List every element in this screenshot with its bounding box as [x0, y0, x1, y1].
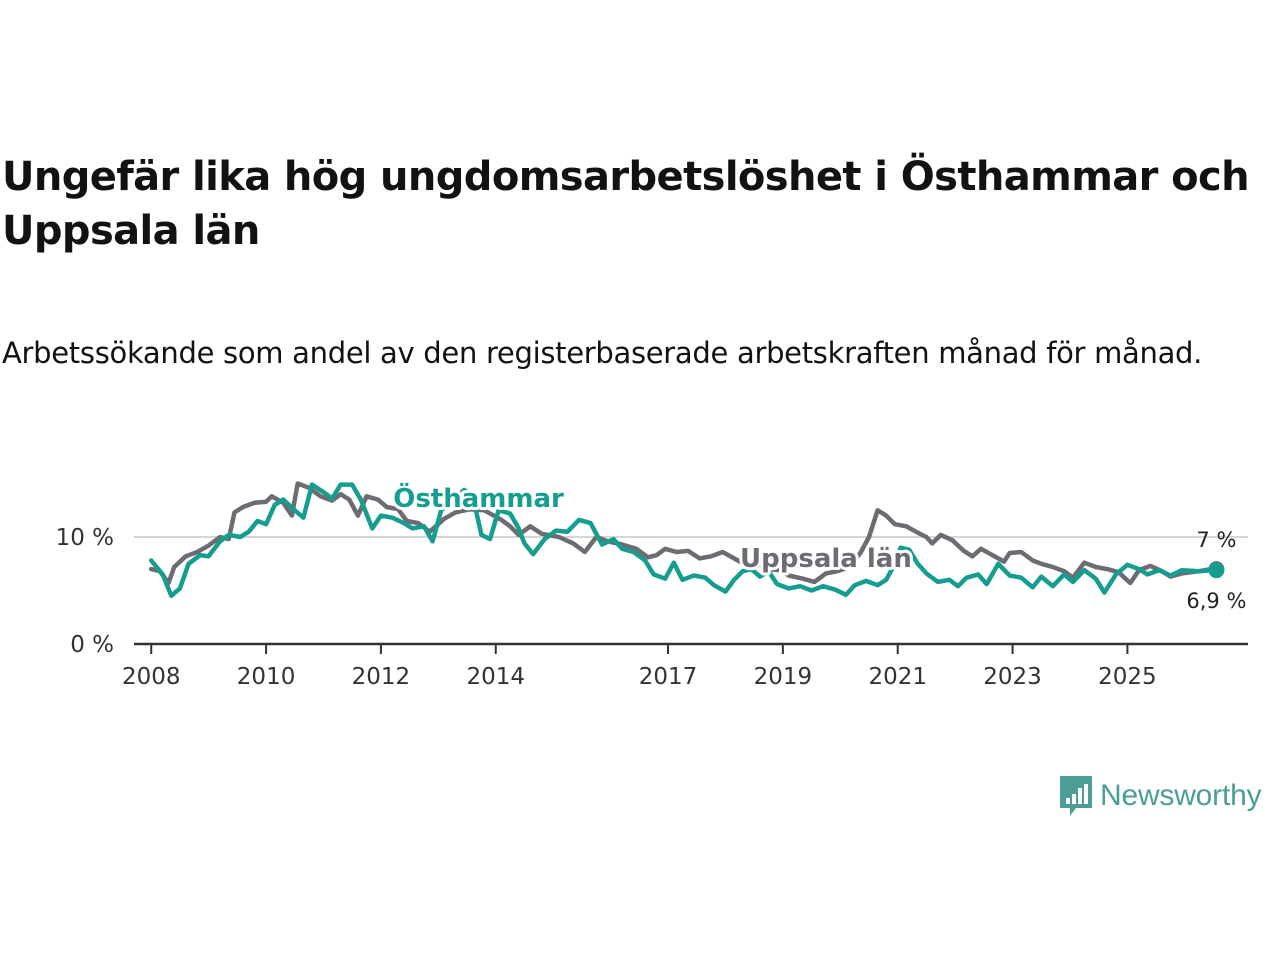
chart-title: Ungefär lika hög ungdomsarbetslöshet i Ö… — [2, 154, 1250, 254]
x-tick-label: 2021 — [868, 664, 927, 690]
x-tick-label: 2014 — [466, 664, 525, 690]
series-line-östhammar — [148, 482, 1219, 599]
end-point-östhammar — [1208, 562, 1225, 579]
series-label-halo: Östhammar — [393, 481, 564, 514]
end-value-uppsala-lan: 7 % — [1196, 528, 1236, 552]
chart-subtitle: Arbetssökande som andel av den registerb… — [2, 336, 1203, 370]
x-tick-label: 2008 — [122, 664, 181, 690]
series-label-halo: Uppsala län — [740, 544, 912, 574]
y-tick-label: 0 % — [70, 632, 114, 658]
brand-logo[interactable]: Newsworthy — [1058, 774, 1262, 818]
x-tick-label: 2017 — [639, 664, 698, 690]
y-tick-label: 10 % — [56, 525, 114, 551]
series-label-uppsala-län: Uppsala län — [740, 544, 912, 574]
series-line-uppsala-län — [148, 481, 1219, 586]
end-value-osthammar: 6,9 % — [1186, 589, 1246, 613]
axes: 0 % 10 % 2008 2010 2012 2014 2017 2019 2021 2023 2… — [56, 525, 1248, 690]
x-tick-label: 2010 — [237, 664, 296, 690]
bar-chart-speech-bubble-icon — [1060, 776, 1092, 816]
x-tick-label: 2012 — [352, 664, 411, 690]
x-tick-label: 2025 — [1098, 664, 1157, 690]
x-tick-label: 2023 — [983, 664, 1042, 690]
brand-name: Newsworthy — [1100, 779, 1262, 812]
line-chart: 0 % 10 % 2008 2010 2012 2014 2017 2019 2021 2023 2… — [56, 478, 1248, 690]
series-lines — [148, 481, 1225, 599]
series-label-östhammar: Östhammar — [393, 481, 564, 514]
x-tick-label: 2019 — [754, 664, 813, 690]
